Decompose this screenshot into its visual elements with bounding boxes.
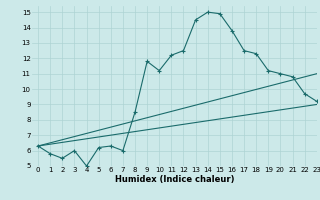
- X-axis label: Humidex (Indice chaleur): Humidex (Indice chaleur): [115, 175, 234, 184]
